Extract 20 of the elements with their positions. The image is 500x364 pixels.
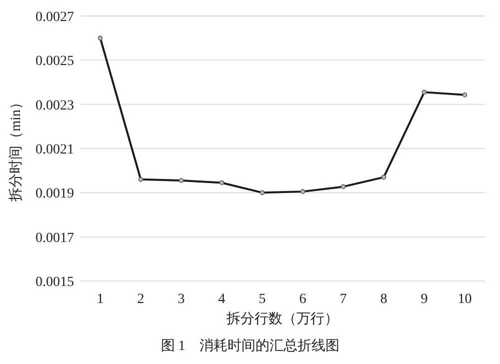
y-tick-label: 0.0023 <box>36 98 74 114</box>
y-tick-label: 0.0019 <box>36 186 74 202</box>
y-tick-label: 0.0017 <box>36 230 74 246</box>
x-tick-label: 1 <box>96 292 104 307</box>
x-tick-label: 3 <box>178 292 185 307</box>
x-tick-label: 2 <box>137 292 144 307</box>
x-tick-label: 5 <box>258 292 266 307</box>
y-tick-label: 0.0015 <box>36 275 74 290</box>
x-tick-label: 10 <box>458 292 472 307</box>
x-tick-label: 6 <box>299 292 306 307</box>
x-axis-title: 拆分行数（万行） <box>226 311 338 327</box>
x-tick-label: 7 <box>340 292 347 307</box>
y-axis-title: 拆分时间（min） <box>8 96 24 202</box>
x-tick-label: 9 <box>420 292 428 307</box>
y-tick-label: 0.0027 <box>36 10 74 25</box>
y-tick-label: 0.0021 <box>36 142 74 158</box>
caption: 图 1 消耗时间的汇总折线图 <box>160 338 340 354</box>
y-tick-label: 0.0025 <box>36 54 74 70</box>
x-tick-label: 8 <box>380 292 388 307</box>
x-tick-label: 4 <box>218 292 226 307</box>
